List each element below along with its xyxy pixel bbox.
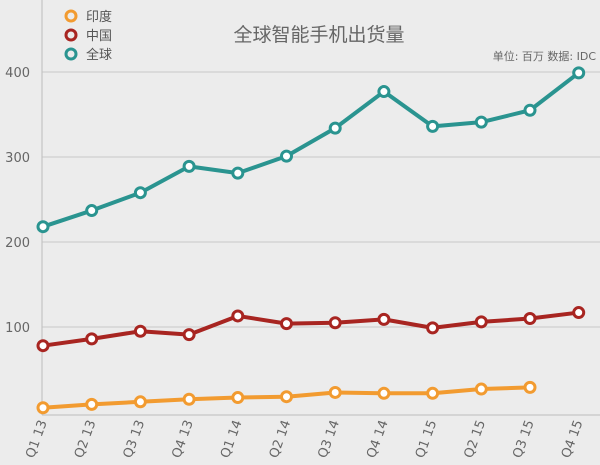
data-point-0-8 (426, 386, 440, 400)
x-tick-label-11: Q3 15 (510, 418, 537, 460)
series-2 (36, 66, 586, 234)
data-point-2-11 (572, 66, 586, 80)
data-point-0-4 (231, 391, 245, 405)
legend-marker-2 (64, 47, 78, 61)
y-tick-label-200: 200 (5, 236, 30, 251)
data-point-0-5 (280, 390, 293, 404)
x-tick-label-5: Q1 14 (218, 418, 245, 460)
data-point-2-2 (133, 186, 147, 200)
series-line-1 (42, 310, 579, 348)
data-point-0-3 (182, 392, 196, 406)
data-point-1-1 (85, 332, 99, 346)
x-tick-label-6: Q2 14 (267, 418, 294, 460)
legend-marker-0 (64, 9, 78, 23)
data-point-2-3 (182, 159, 196, 173)
data-point-1-8 (426, 321, 440, 335)
data-point-2-8 (426, 119, 440, 133)
x-tick-label-9: Q1 15 (413, 418, 440, 460)
data-point-0-2 (133, 395, 147, 409)
data-point-0-9 (474, 382, 488, 396)
x-tick-labels: Q1 13 Q2 13 Q3 13 Q4 13 Q1 14 Q2 14 Q3 14 Q4 14… (23, 418, 586, 460)
series-0 (36, 380, 537, 415)
y-tick-labels: 100 200 300 400 (5, 66, 30, 336)
chart-title: 全球智能手机出货量 (233, 24, 404, 46)
x-tick-label-4: Q4 13 (169, 418, 196, 460)
legend-label-1: 中国 (86, 29, 112, 44)
data-point-1-3 (182, 328, 196, 342)
y-tick-label-400: 400 (5, 66, 30, 81)
x-tick-label-8: Q4 14 (364, 418, 391, 460)
data-point-0-7 (377, 386, 391, 400)
data-point-2-0 (36, 220, 50, 234)
data-point-2-5 (280, 149, 293, 163)
source-note: 单位: 百万 数据: IDC (493, 49, 597, 63)
series-line-2 (42, 71, 580, 229)
data-point-1-11 (572, 306, 586, 320)
data-point-2-6 (328, 121, 342, 135)
data-point-0-10 (523, 380, 537, 394)
data-point-1-9 (474, 315, 488, 329)
legend-marker-1 (64, 28, 78, 42)
data-point-1-2 (133, 324, 147, 338)
data-point-1-0 (36, 339, 50, 353)
data-point-2-9 (474, 115, 488, 129)
data-point-0-0 (36, 401, 50, 415)
series-1 (36, 306, 586, 353)
data-point-2-10 (523, 103, 537, 117)
data-point-1-5 (280, 317, 293, 331)
legend-label-0: 印度 (86, 9, 112, 25)
x-tick-label-2: Q2 13 (72, 418, 99, 460)
data-point-1-4 (231, 309, 245, 323)
data-point-2-1 (85, 204, 99, 218)
x-tick-label-7: Q3 14 (315, 418, 342, 460)
data-point-0-6 (328, 385, 342, 399)
x-tick-label-3: Q3 13 (121, 418, 148, 460)
data-point-2-7 (377, 85, 391, 99)
data-point-1-6 (328, 316, 342, 330)
legend-label-2: 全球 (86, 47, 112, 63)
data-point-2-4 (231, 166, 245, 180)
gridlines (42, 71, 600, 328)
y-tick-label-300: 300 (5, 151, 30, 166)
y-tick-label-100: 100 (5, 321, 30, 336)
x-tick-label-10: Q2 15 (462, 418, 489, 460)
data-point-1-10 (523, 312, 537, 325)
x-tick-label-1: Q1 13 (23, 418, 50, 460)
data-point-0-1 (85, 397, 99, 411)
data-point-1-7 (377, 312, 391, 326)
series (36, 66, 586, 415)
x-tick-label-12: Q4 15 (559, 418, 586, 460)
